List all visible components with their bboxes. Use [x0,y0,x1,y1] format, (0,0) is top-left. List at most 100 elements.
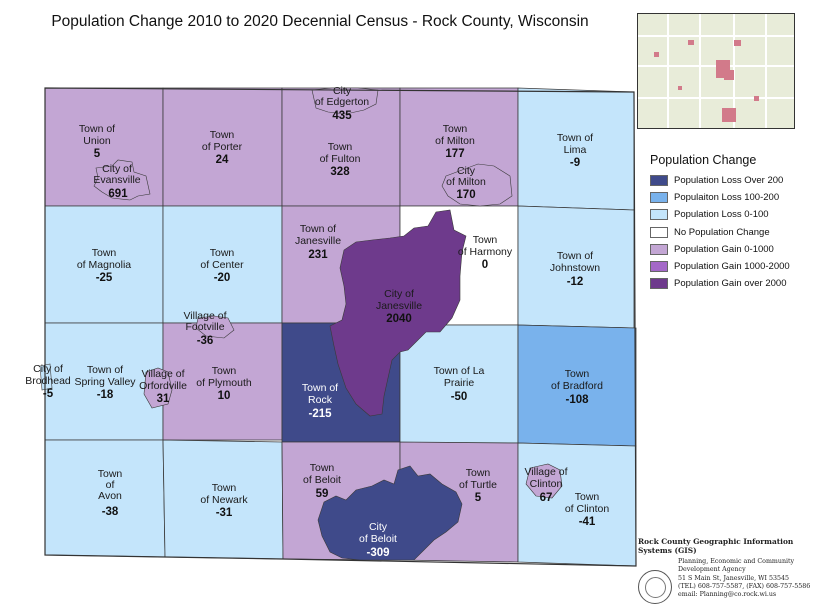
label-town-center: Town of Center [200,247,244,271]
value-town-bradford: -108 [565,394,589,406]
county-outline [44,87,637,567]
legend-item: Population Gain 1000-2000 [650,258,815,275]
legend: Population Change Population Loss Over 2… [650,153,815,292]
legend-label: Population Loss Over 200 [674,175,784,187]
label-village-orfordville: Village of Orfordville [139,368,187,392]
value-town-la-prairie: -50 [451,391,468,403]
label-city-beloit: City of Beloit [359,521,397,545]
agency-line: Development Agency [678,566,746,574]
city-janesville-area [329,209,467,417]
legend-item: No Population Change [650,224,815,241]
municipal-labels: City of Evansville 691 City of Edgerton 43… [25,85,567,559]
city-evansville-area [93,159,151,201]
village-orfordville-area [143,367,173,409]
label-town-turtle: Town of Turtle [459,467,497,491]
inset-locator-map [637,13,795,129]
label-city-janesville: City of Janesville [376,288,422,312]
legend-label: Population Gain 0-1000 [674,243,774,255]
value-village-orfordville: 31 [157,393,170,405]
label-village-footville: Village of Footville [183,310,226,333]
value-town-newark: -31 [216,507,233,519]
legend-swatch [650,243,668,255]
town-labels: Town of Union 5 Town of Porter 24 Town of F… [74,123,609,528]
legend-label: No Population Change [674,226,770,238]
value-village-clinton: 67 [540,492,553,504]
value-town-turtle: 5 [475,492,482,504]
value-city-brodhead: -5 [43,388,54,400]
agency-credit: Rock County Geographic Information Syste… [638,537,816,604]
value-town-union: 5 [94,148,101,160]
agency-lines: Planning, Economic and Community Develop… [678,558,810,604]
legend-item: Population Loss Over 200 [650,172,815,189]
agency-line: 51 S Main St, Janesville, WI 53545 [678,574,790,582]
agency-line: (TEL) 608-757-5587, (FAX) 608-757-5586 [678,582,811,590]
label-city-milton: City of Milton [446,165,486,188]
label-town-janesville: Town of Janesville [295,223,341,247]
label-town-rock: Town of Rock [302,382,338,406]
value-town-beloit: 59 [316,488,329,500]
value-town-harmony: 0 [482,259,488,271]
label-town-spring-valley: Town of Spring Valley [74,364,136,388]
agency-line: Planning, Economic and Community [678,558,795,565]
city-brodhead-area [39,363,53,391]
legend-label: Populaiton Loss 100-200 [674,192,780,204]
value-town-rock: -215 [308,408,332,420]
map-title: Population Change 2010 to 2020 Decennial… [51,13,589,30]
municipal-polygons [39,87,563,561]
value-city-milton: 170 [456,189,475,201]
legend-title: Population Change [650,153,757,167]
label-town-union: Town of Union [79,123,115,147]
legend-swatch [650,175,668,187]
label-town-porter: Town of Porter [202,129,243,153]
label-town-avon: Town of Avon [98,468,123,502]
agency-line: email: Planning@co.rock.wi.us [678,591,777,599]
value-town-clinton: -41 [579,516,596,528]
value-town-fulton: 328 [330,166,350,178]
city-beloit-area [317,465,463,561]
label-town-beloit: Town of Beloit [303,462,341,486]
value-city-beloit: -309 [366,547,389,559]
value-city-evansville: 691 [108,188,128,200]
value-town-center: -20 [214,272,231,284]
legend-swatch [650,226,668,238]
label-town-magnolia: Town of Magnolia [77,247,131,271]
legend-item: Populaiton Loss 100-200 [650,189,815,206]
legend-label: Population Gain over 2000 [674,278,787,290]
value-town-porter: 24 [216,154,229,166]
value-city-janesville: 2040 [386,313,412,325]
value-town-janesville: 231 [308,249,328,261]
value-town-spring-valley: -18 [97,389,114,401]
label-town-lima: Town of Lima [557,132,593,156]
value-town-lima: -9 [570,157,580,169]
legend-label: Population Loss 0-100 [674,209,769,221]
legend-swatch [650,278,668,290]
label-town-newark: Town of Newark [200,482,248,506]
legend-item: Population Gain over 2000 [650,275,815,292]
value-town-johnstown: -12 [567,276,584,288]
village-footville-area [195,315,235,339]
city-edgerton-area [311,87,379,115]
legend-item: Population Loss 0-100 [650,206,815,223]
legend-item: Population Gain 0-1000 [650,241,815,258]
label-town-plymouth: Town of Plymouth [196,365,252,389]
value-town-magnolia: -25 [96,272,113,284]
value-town-plymouth: 10 [218,390,231,402]
label-town-clinton: Town of Clinton [565,491,610,515]
label-town-harmony: Town of Harmony [458,234,513,258]
label-town-bradford: Town of Bradford [551,368,603,392]
label-village-clinton: Village of Clinton [524,466,567,490]
label-city-evansville: City of Evansville [93,163,140,186]
legend-swatch [650,192,668,204]
agency-name: Rock County Geographic Information Syste… [638,537,794,555]
label-town-la-prairie: Town of La Prairie [434,365,485,389]
value-town-avon: -38 [102,506,119,518]
label-city-brodhead: City of Brodhead [25,363,71,387]
label-town-johnstown: Town of Johnstown [550,250,600,274]
value-village-footville: -36 [197,335,214,347]
legend-swatch [650,209,668,221]
label-city-edgerton: City of Edgerton [315,85,369,108]
county-seal-icon [638,570,672,604]
agency-body: Planning, Economic and Community Develop… [638,558,816,604]
legend-swatch [650,261,668,273]
